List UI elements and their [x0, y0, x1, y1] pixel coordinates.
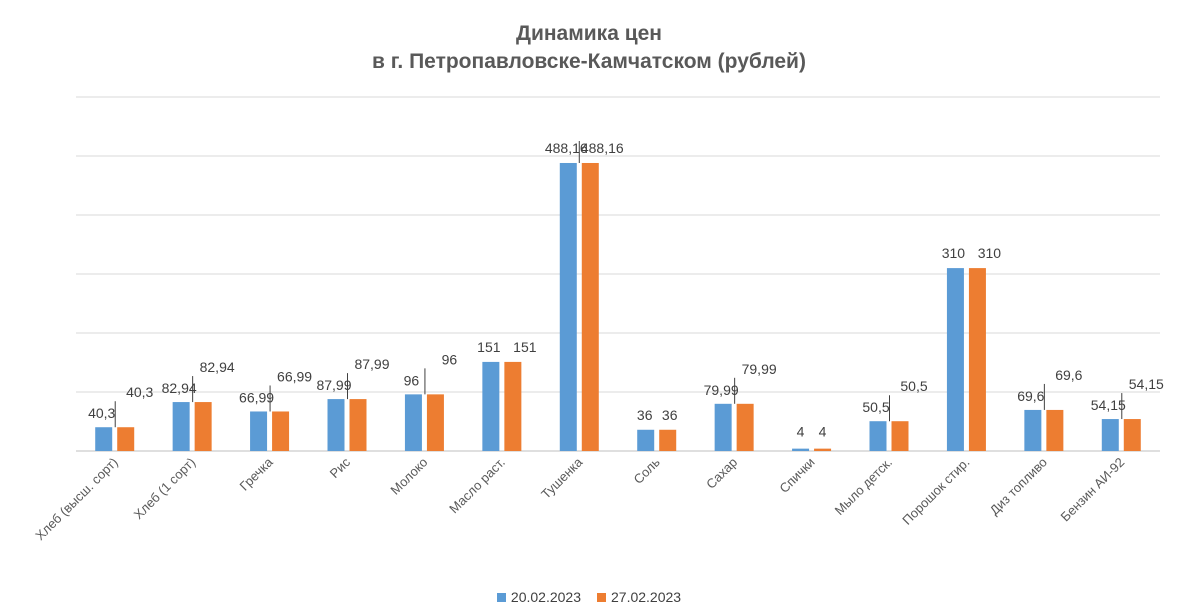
data-label: 40,3 — [126, 384, 153, 400]
data-label: 54,15 — [1129, 376, 1164, 392]
data-label: 36 — [637, 407, 653, 423]
data-label: 310 — [978, 245, 1002, 261]
x-tick-label: Хлеб (1 сорт) — [131, 455, 199, 523]
data-label: 50,5 — [862, 399, 889, 415]
data-label: 79,99 — [742, 361, 777, 377]
legend-item-series-2: 27.02.2023 — [597, 589, 681, 605]
chart-title: Динамика цен — [516, 22, 662, 45]
bar-2 — [194, 402, 212, 451]
x-tick-label: Мыло детск. — [832, 455, 895, 518]
data-label: 69,6 — [1017, 388, 1044, 404]
bar-1 — [559, 162, 577, 451]
bar-1 — [250, 411, 268, 451]
data-label: 50,5 — [900, 378, 927, 394]
data-label: 82,94 — [200, 359, 235, 375]
bar-1 — [404, 394, 422, 451]
data-label: 87,99 — [316, 377, 351, 393]
data-label: 36 — [662, 407, 678, 423]
data-label: 66,99 — [239, 389, 274, 405]
bar-2 — [1046, 409, 1064, 451]
chart-subtitle: в г. Петропавловске-Камчатском (рублей) — [372, 50, 806, 73]
bar-2 — [349, 399, 367, 451]
x-tick-label: Рис — [327, 454, 354, 481]
data-label: 310 — [942, 245, 966, 261]
x-tick-label: Порошок стир. — [899, 455, 972, 528]
bar-2 — [736, 403, 754, 451]
data-label: 40,3 — [88, 405, 115, 421]
x-tick-label: Бензин АИ-92 — [1058, 455, 1128, 525]
bar-1 — [1024, 409, 1042, 451]
data-label: 79,99 — [704, 382, 739, 398]
x-tick-label: Гречка — [237, 454, 277, 494]
bar-2 — [272, 411, 290, 451]
bar-1 — [95, 427, 113, 451]
data-label: 69,6 — [1055, 367, 1082, 383]
x-tick-label: Хлеб (высш. сорт) — [32, 455, 121, 544]
bar-1 — [792, 448, 810, 451]
data-label: 151 — [513, 339, 537, 355]
x-tick-label: Спички — [776, 455, 817, 496]
bar-2 — [426, 394, 444, 451]
x-tick-label: Масло раст. — [446, 455, 508, 517]
data-label: 4 — [797, 424, 805, 440]
bar-1 — [714, 403, 732, 451]
data-label: 4 — [819, 424, 827, 440]
x-tick-label: Сахар — [703, 455, 740, 492]
bar-2 — [891, 421, 909, 451]
bar-2 — [581, 162, 599, 451]
bar-1 — [1101, 419, 1119, 451]
x-tick-label: Тушенка — [538, 454, 586, 502]
x-tick-label: Диз топливо — [987, 455, 1050, 518]
bar-1 — [946, 268, 964, 451]
data-label: 66,99 — [277, 368, 312, 384]
data-label: 488,16 — [581, 140, 624, 156]
bar-1 — [172, 402, 190, 451]
legend-label-series-2: 27.02.2023 — [611, 589, 682, 605]
data-label: 488,16 — [545, 140, 588, 156]
legend-swatch-series-1 — [496, 592, 506, 602]
legend-swatch-series-2 — [597, 592, 606, 602]
x-tick-label: Молоко — [387, 455, 430, 498]
bar-2 — [814, 448, 832, 451]
bar-2 — [659, 429, 677, 451]
bar-1 — [637, 429, 655, 451]
bar-2 — [117, 427, 135, 451]
bar-1 — [869, 421, 887, 451]
data-label: 96 — [442, 351, 458, 367]
legend-label-series-1: 20.02.2023 — [510, 589, 581, 605]
data-label: 54,15 — [1091, 397, 1126, 413]
bar-1 — [327, 399, 345, 451]
data-label: 82,94 — [162, 380, 197, 396]
bar-2 — [968, 268, 986, 451]
data-label: 151 — [477, 339, 501, 355]
data-label: 96 — [404, 372, 420, 388]
bar-2 — [504, 361, 522, 451]
chart-legend: 20.02.2023 27.02.2023 — [0, 589, 1178, 605]
x-tick-label: Соль — [631, 454, 663, 486]
data-label: 87,99 — [354, 356, 389, 372]
bar-2 — [1123, 419, 1141, 451]
bar-1 — [482, 361, 500, 451]
legend-item-series-1: 20.02.2023 — [496, 589, 581, 605]
